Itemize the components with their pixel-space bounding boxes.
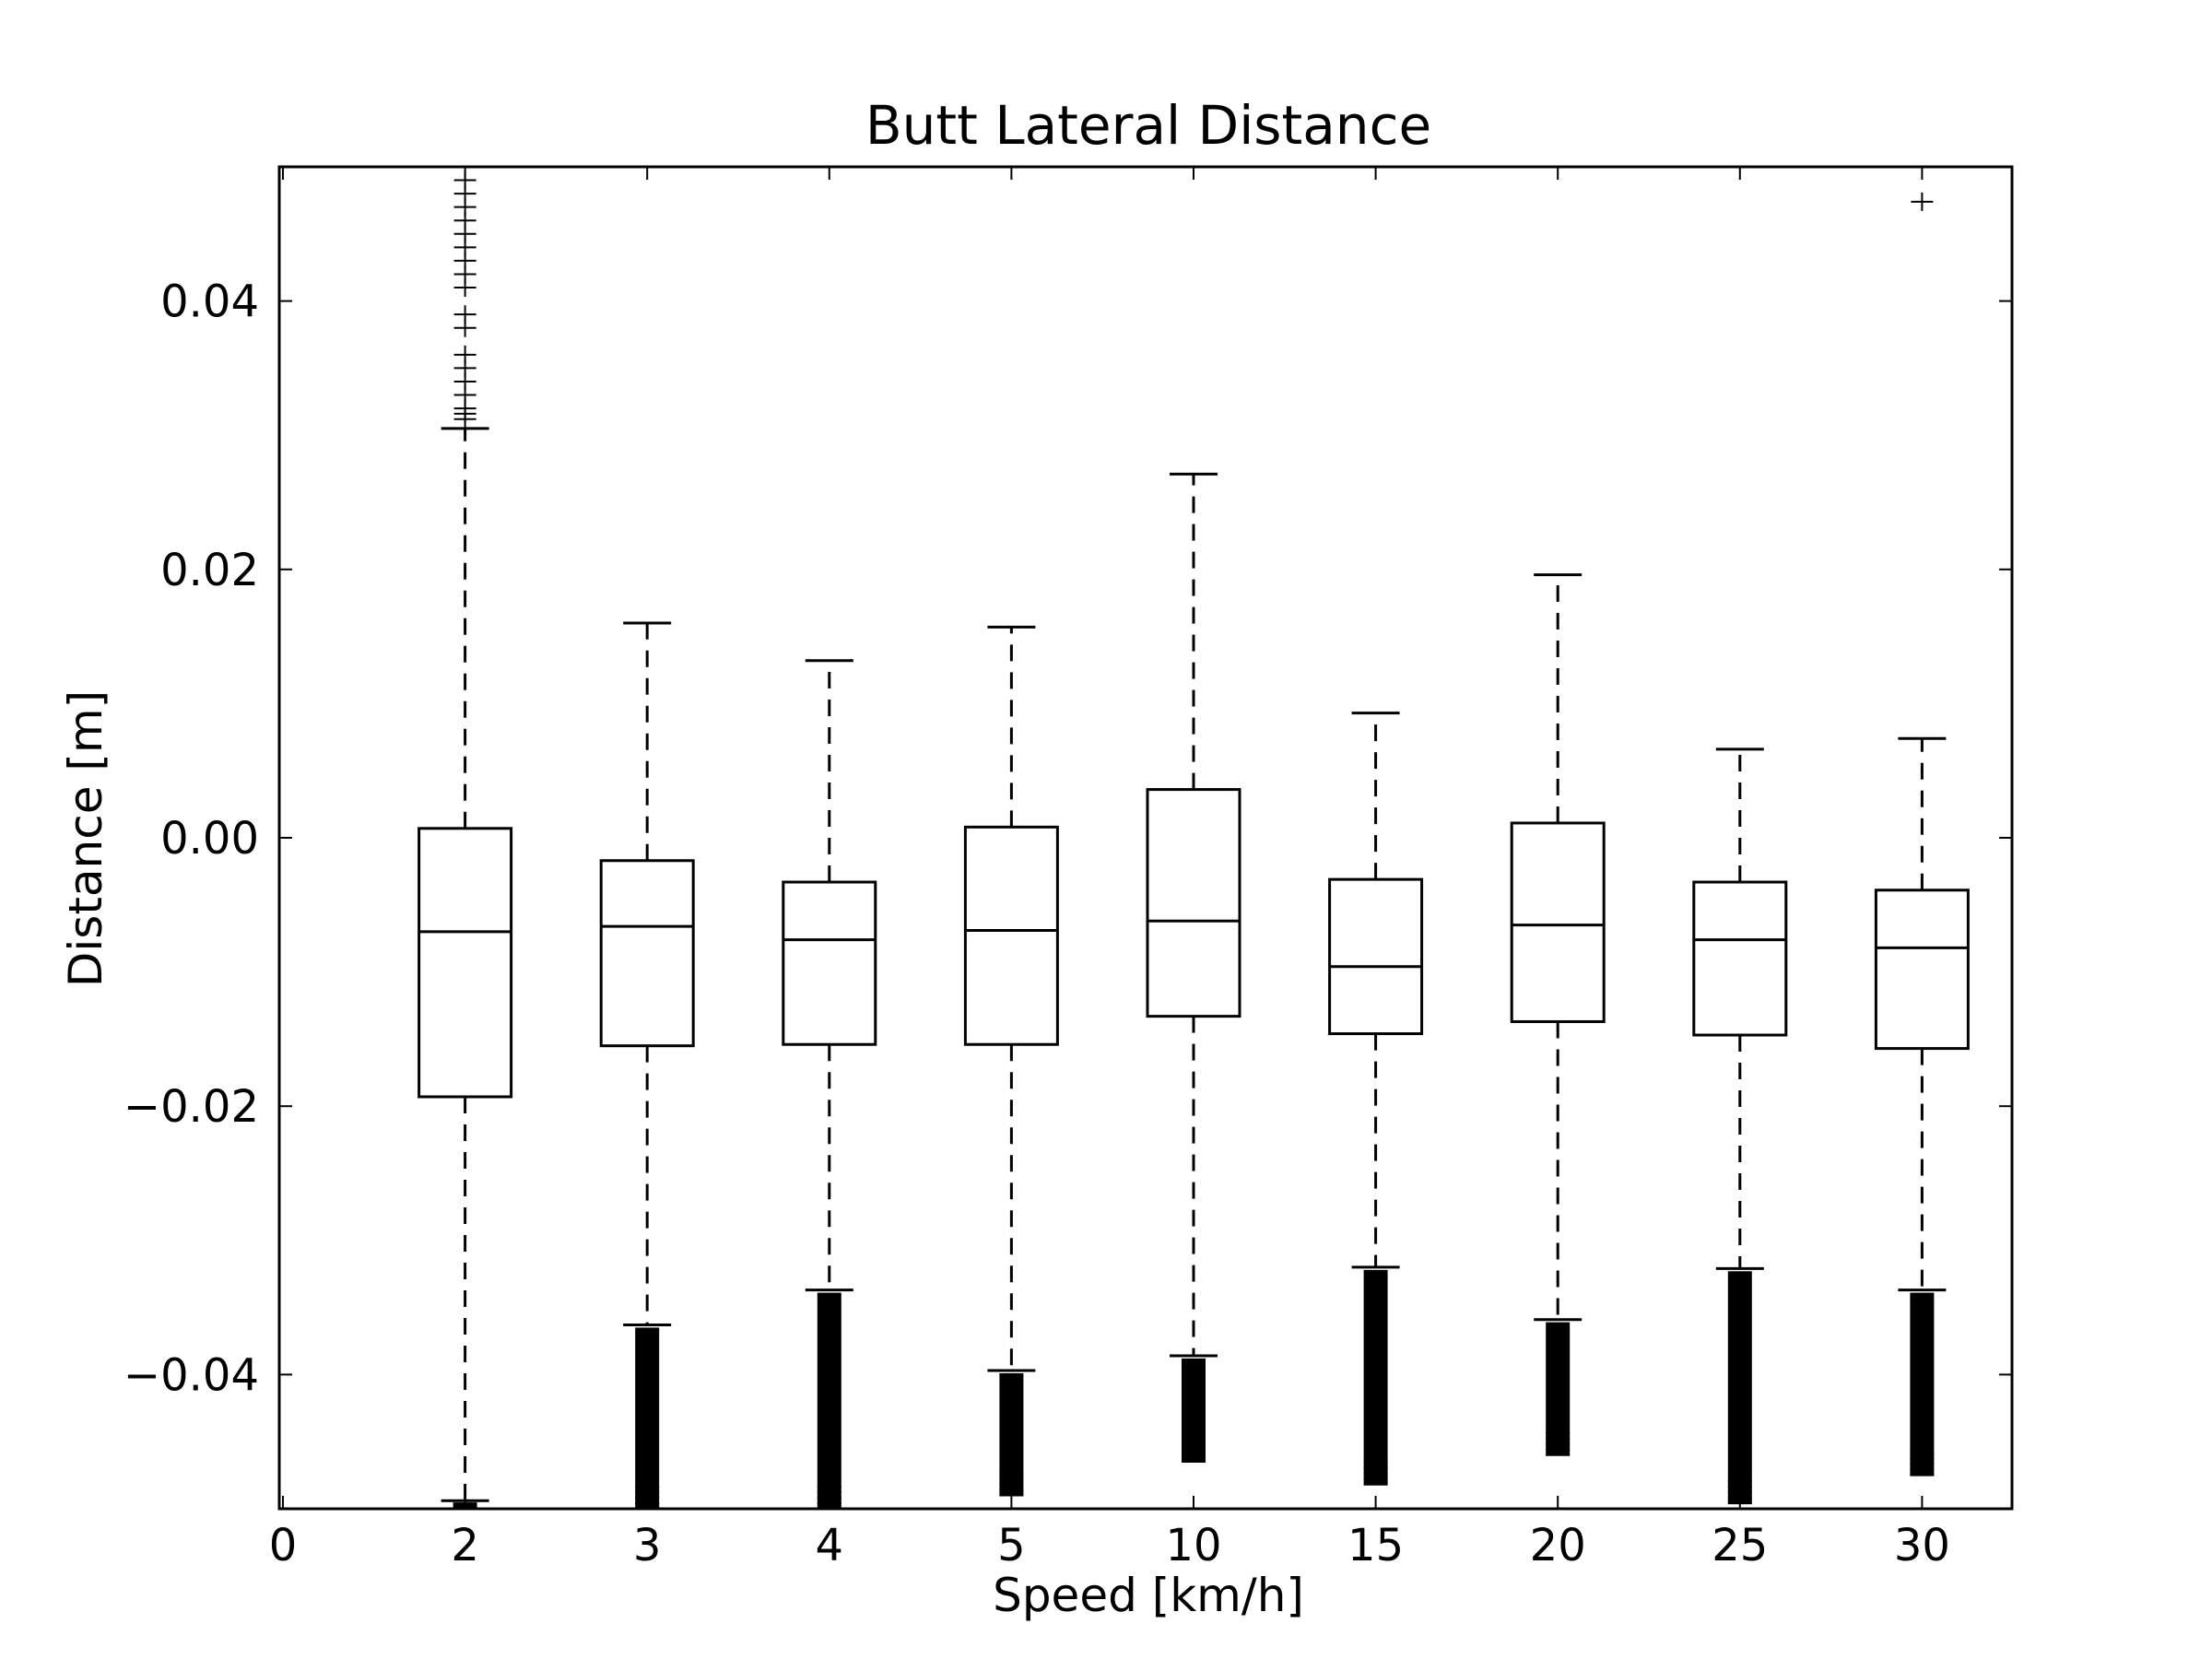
- x-tick-label: 5: [997, 1520, 1026, 1571]
- box-group-25: [1692, 747, 1788, 1505]
- chart-title: Butt Lateral Distance: [865, 94, 1431, 157]
- y-tick-label: 0.04: [160, 276, 259, 328]
- box-group-3: [599, 621, 695, 1510]
- box-group-15: [1328, 712, 1424, 1486]
- outlier-band-low: [1910, 1292, 1935, 1476]
- box-iqr: [1146, 788, 1241, 1018]
- x-tick-label: 25: [1712, 1520, 1768, 1571]
- outlier-band-low: [1363, 1269, 1388, 1485]
- y-axis-label: Distance [m]: [59, 690, 112, 987]
- box-group-5: [963, 625, 1059, 1497]
- x-tick-label: 15: [1347, 1520, 1404, 1571]
- x-tick-label: 4: [816, 1520, 844, 1571]
- box-group-20: [1510, 573, 1606, 1456]
- x-axis-ticks: 0 2 3 4 5 10 15 20 25 30: [269, 167, 1950, 1571]
- box-group-10: [1146, 472, 1241, 1464]
- x-tick-label: 30: [1894, 1520, 1950, 1571]
- box-group-4: [782, 659, 877, 1510]
- y-tick-label: −0.04: [124, 1349, 259, 1401]
- x-tick-label: 10: [1165, 1520, 1221, 1571]
- outlier-band-low: [635, 1327, 660, 1509]
- box-group-30: [1874, 192, 1970, 1477]
- box-iqr: [1874, 888, 1970, 1051]
- box-group-2: [418, 171, 513, 1511]
- box-iqr: [599, 859, 695, 1048]
- outlier-band-low: [999, 1372, 1024, 1496]
- box-iqr: [1692, 880, 1788, 1037]
- y-tick-label: 0.02: [160, 545, 259, 596]
- outlier-band-low: [1727, 1271, 1752, 1504]
- x-axis-label: Speed [km/h]: [993, 1569, 1304, 1622]
- x-tick-label: 20: [1530, 1520, 1586, 1571]
- x-tick-label: 3: [633, 1520, 662, 1571]
- x-tick-label: 2: [451, 1520, 479, 1571]
- box-iqr: [782, 880, 877, 1046]
- outlier-band-low: [1182, 1358, 1206, 1463]
- outlier-band-low: [1546, 1322, 1571, 1455]
- box-iqr: [1510, 821, 1606, 1023]
- box-iqr: [418, 827, 513, 1099]
- y-tick-label: 0.00: [160, 813, 259, 865]
- y-tick-label: −0.02: [124, 1081, 259, 1133]
- box-iqr: [1328, 877, 1424, 1036]
- y-axis-ticks: 0.04 0.02 0.00 −0.02 −0.04: [124, 276, 2012, 1401]
- box-iqr: [963, 825, 1059, 1046]
- outlier-band-low: [817, 1292, 841, 1509]
- plot-area: [418, 171, 1970, 1511]
- x-tick-label: 0: [269, 1520, 298, 1571]
